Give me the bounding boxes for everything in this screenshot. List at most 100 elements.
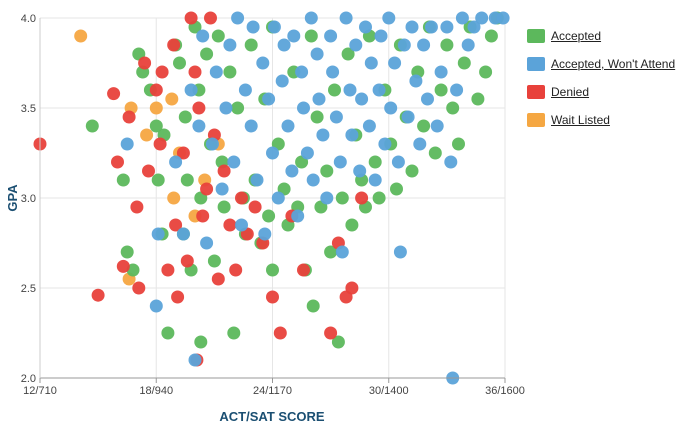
data-point	[326, 65, 340, 79]
x-tick-label: 30/1400	[369, 385, 409, 397]
data-point	[200, 236, 214, 250]
data-point	[457, 56, 471, 70]
data-point	[116, 259, 130, 273]
data-point	[333, 155, 347, 169]
data-point	[297, 101, 310, 115]
data-points	[33, 11, 510, 385]
data-point	[169, 218, 183, 232]
legend-label: Denied	[551, 85, 590, 99]
data-point	[184, 83, 198, 97]
x-axis-title: ACT/SAT SCORE	[219, 409, 325, 424]
data-point	[266, 263, 279, 277]
data-point	[167, 191, 181, 205]
data-point	[405, 164, 419, 178]
data-point	[355, 191, 369, 205]
data-point	[149, 299, 163, 313]
data-point	[188, 353, 202, 367]
data-point	[256, 56, 270, 70]
data-point	[209, 65, 223, 79]
data-point	[116, 173, 130, 187]
data-point	[461, 38, 475, 52]
data-point	[382, 11, 396, 25]
data-point	[339, 11, 353, 25]
data-point	[165, 92, 179, 106]
data-point	[194, 335, 208, 349]
data-point	[235, 218, 248, 232]
data-point	[235, 191, 248, 205]
data-point	[341, 47, 355, 61]
data-point	[217, 164, 231, 178]
data-point	[388, 56, 402, 70]
legend-swatch	[527, 57, 545, 71]
legend-item-accepted[interactable]: Accepted	[527, 28, 675, 44]
data-point	[151, 173, 165, 187]
legend-item-denied[interactable]: Denied	[527, 84, 675, 100]
data-point	[444, 155, 458, 169]
y-tick-label: 2.0	[21, 373, 36, 385]
data-point	[91, 288, 105, 302]
legend-item-accepted-won-t-attend[interactable]: Accepted, Won't Attend	[527, 56, 675, 72]
legend-item-wait-listed[interactable]: Wait Listed	[527, 112, 675, 128]
data-point	[413, 137, 427, 151]
data-point	[231, 101, 245, 115]
data-point	[391, 155, 405, 169]
data-point	[188, 65, 202, 79]
data-point	[455, 11, 469, 25]
data-point	[246, 20, 260, 34]
data-point	[122, 110, 136, 124]
data-point	[384, 101, 398, 115]
data-point	[238, 83, 252, 97]
data-point	[180, 254, 194, 268]
data-point	[275, 74, 289, 88]
data-point	[316, 128, 330, 142]
data-point	[306, 173, 320, 187]
legend-swatch	[527, 85, 545, 99]
data-point	[266, 290, 279, 304]
data-point	[120, 245, 134, 259]
data-point	[180, 173, 194, 187]
data-point	[132, 281, 146, 295]
data-point	[405, 20, 419, 34]
data-point	[467, 20, 481, 34]
data-point	[335, 191, 349, 205]
data-point	[138, 56, 152, 70]
data-point	[359, 20, 372, 34]
y-tick-label: 3.0	[21, 193, 36, 205]
data-point	[304, 29, 318, 43]
data-point	[244, 119, 258, 133]
data-point	[167, 38, 181, 52]
data-point	[262, 209, 276, 223]
data-point	[328, 83, 341, 97]
data-point	[374, 29, 388, 43]
data-point	[244, 38, 258, 52]
data-point	[324, 29, 338, 43]
data-point	[130, 200, 144, 214]
data-point	[171, 290, 185, 304]
x-tick-label: 24/1170	[253, 385, 292, 397]
data-point	[74, 29, 88, 43]
legend-label: Accepted, Won't Attend	[551, 57, 676, 71]
data-point	[211, 29, 225, 43]
data-point	[149, 101, 163, 115]
data-point	[192, 119, 206, 133]
data-point	[120, 137, 134, 151]
data-point	[362, 119, 376, 133]
data-point	[149, 83, 163, 97]
data-point	[349, 38, 363, 52]
data-point	[368, 173, 382, 187]
data-point	[229, 263, 243, 277]
data-point	[428, 146, 442, 160]
data-point	[417, 38, 431, 52]
data-point	[273, 326, 287, 340]
data-point	[364, 56, 378, 70]
data-point	[151, 227, 165, 241]
data-point	[345, 128, 359, 142]
axes	[39, 18, 506, 383]
x-tick-label: 12/710	[23, 385, 57, 397]
data-point	[390, 182, 403, 196]
data-point	[304, 11, 318, 25]
data-point	[430, 119, 444, 133]
data-point	[310, 110, 324, 124]
data-point	[310, 47, 324, 61]
